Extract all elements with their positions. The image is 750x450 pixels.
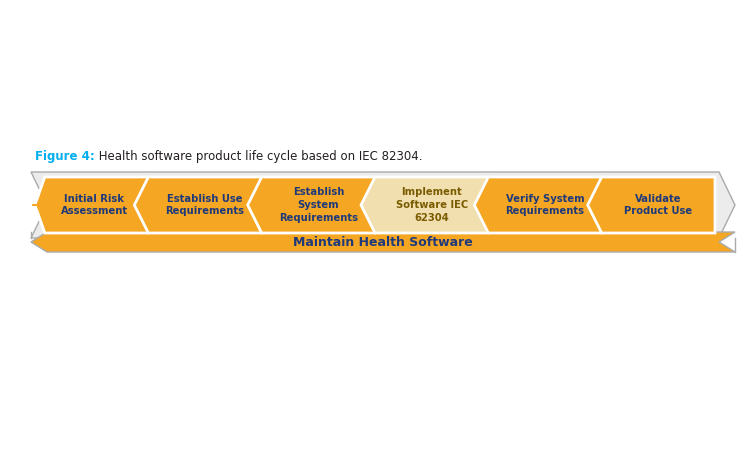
Polygon shape [474,177,616,233]
Polygon shape [35,177,162,233]
Text: Establish Use
Requirements: Establish Use Requirements [166,194,244,216]
Polygon shape [361,177,503,233]
Text: Establish
System
Requirements: Establish System Requirements [279,187,358,223]
Text: Figure 4:: Figure 4: [35,150,95,163]
Polygon shape [31,172,735,238]
Text: Initial Risk
Assessment: Initial Risk Assessment [61,194,128,216]
Text: Implement
Software IEC
62304: Implement Software IEC 62304 [395,187,468,223]
Polygon shape [134,177,276,233]
Polygon shape [248,177,389,233]
Text: Validate
Product Use: Validate Product Use [624,194,692,216]
Polygon shape [588,177,715,233]
Text: Health software product life cycle based on IEC 82304.: Health software product life cycle based… [95,150,422,163]
Text: Maintain Health Software: Maintain Health Software [293,235,472,248]
Polygon shape [31,232,735,252]
Text: Verify System
Requirements: Verify System Requirements [506,194,584,216]
